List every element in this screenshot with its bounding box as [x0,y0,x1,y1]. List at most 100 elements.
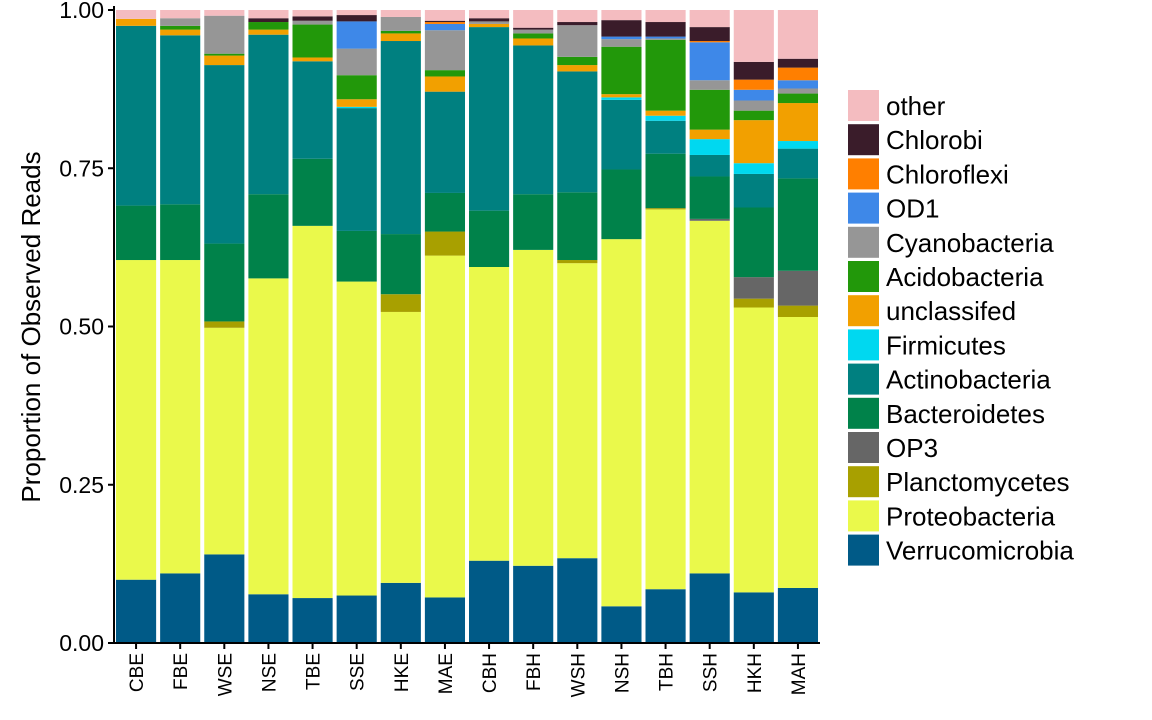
bar-segment-hkh-bacteroidetes [733,207,774,278]
legend-item-actinobacteria: Actinobacteria [848,363,1051,395]
bar-segment-tbe-cyanobacteria [292,20,333,25]
bar-segment-wsh-bacteroidetes [557,192,598,261]
bar-segment-fbh-other [513,10,554,28]
x-tick-label-mae: MAE [436,653,457,694]
y-tick-label: 0.50 [59,314,104,340]
x-tick-label-nse: NSE [259,653,280,692]
bar-segment-sse-verrucomicrobia [336,595,377,643]
bar-segment-mah-planctomycetes [777,305,819,317]
axes-layer: 0.00 0.25 0.50 0.75 1.00 CBE FBE WSE NSE TBE SSE HK… [59,0,820,697]
bar-segment-cbe-actinobacteria [116,25,157,206]
bar-segment-mae-planctomycetes [424,231,466,256]
bar-segment-hke-bacteroidetes [380,234,421,295]
legend-label: Actinobacteria [886,365,1051,395]
bar-segment-tbe-proteobacteria [292,225,333,599]
bar-segment-tbe-unclassifed [292,57,333,62]
bar-segment-cbh-verrucomicrobia [469,560,510,643]
legend-label: unclassifed [886,296,1016,326]
bar-segment-ssh-other [689,10,730,28]
bar-segment-tbh-acidobacteria [645,39,686,111]
bar-segment-wsh-unclassifed [557,65,598,72]
bar-segment-wse-bacteroidetes [204,243,245,322]
bar-segment-sse-other [336,10,377,16]
bar-segment-nse-verrucomicrobia [248,594,289,643]
x-tick-label-sse: SSE [348,653,369,691]
bar-segment-cbh-other [469,10,510,19]
bar-segment-nse-chlorobi [248,18,289,23]
bar-segment-fbe-acidobacteria [160,25,201,30]
bar-segment-mah-other [777,10,819,59]
bar-segment-nse-acidobacteria [248,22,289,30]
bar-segment-wsh-planctomycetes [557,260,598,264]
legend-item-verrucomicrobia: Verrucomicrobia [848,534,1074,566]
bar-segment-hkh-chlorobi [733,61,774,80]
x-tick-label-hkh: HKH [745,653,766,693]
bar-segment-ssh-unclassifed [689,129,730,140]
legend-label: OD1 [886,194,939,224]
bar-segment-mah-chloroflexi [777,67,819,81]
legend-item-firmicutes: Firmicutes [848,329,1006,361]
x-tick-label-nsh: NSH [612,653,633,693]
bar-segment-hkh-planctomycetes [733,298,774,308]
bar-segment-tbh-od1 [645,36,686,39]
x-tick-label-cbe: CBE [127,653,148,692]
bar-segment-wsh-acidobacteria [557,56,598,66]
bar-segment-nse-unclassifed [248,29,289,35]
y-tick-label: 1.00 [59,0,104,23]
bar-segment-wse-proteobacteria [204,327,245,555]
y-tick-label: 0.25 [59,472,104,498]
x-tick-label-mah: MAH [789,653,810,695]
bar-segment-nsh-acidobacteria [601,46,642,95]
bar-segment-nse-proteobacteria [248,278,289,595]
bar-segment-ssh-chloroflexi [689,41,730,43]
legend-swatch [848,466,879,498]
bar-segment-cbe-verrucomicrobia [116,579,157,643]
bar-segment-cbe-unclassifed [116,18,157,26]
bar-segment-ssh-actinobacteria [689,154,730,177]
bar-segment-hkh-verrucomicrobia [733,592,774,643]
bar-segment-wsh-chlorobi [557,22,598,26]
bar-segment-wsh-proteobacteria [557,263,598,559]
bar-segment-nsh-actinobacteria [601,99,642,170]
legend-swatch [848,295,879,327]
legend-swatch [848,261,879,292]
bar-segment-wsh-cyanobacteria [557,25,598,57]
bar-segment-tbe-chlorobi [292,16,333,21]
bar-segment-mah-op3 [777,270,819,306]
bar-segment-wse-planctomycetes [204,321,245,328]
x-tick-label-tbh: TBH [657,653,678,691]
y-axis-title: Proportion of Observed Reads [16,151,46,502]
bar-segment-ssh-verrucomicrobia [689,573,730,643]
bar-segment-tbe-acidobacteria [292,24,333,58]
bar-segment-hke-verrucomicrobia [380,582,421,643]
bars-layer [116,10,819,643]
bar-segment-hkh-cyanobacteria [733,100,774,111]
bar-segment-cbh-chlorobi [469,18,510,22]
bar-segment-tbh-unclassifed [645,110,686,116]
legend-swatch [848,90,879,121]
x-tick-label-wse: WSE [215,653,236,696]
bar-segment-ssh-cyanobacteria [689,80,730,90]
bar-segment-tbh-planctomycetes [645,208,686,210]
bar-segment-fbh-proteobacteria [513,249,554,566]
bar-segment-fbh-unclassifed [513,38,554,46]
x-tick-label-fbh: FBH [524,653,545,691]
bar-segment-nsh-firmicutes [601,97,642,100]
bar-segment-cbe-bacteroidetes [116,205,157,261]
bar-segment-sse-cyanobacteria [336,48,377,76]
bar-segment-fbe-verrucomicrobia [160,573,201,643]
bar-segment-tbh-actinobacteria [645,120,686,154]
bar-segment-cbe-proteobacteria [116,260,157,580]
legend-swatch [848,124,879,156]
legend-label: Chloroflexi [886,159,1009,189]
bar-segment-tbh-chlorobi [645,22,686,37]
legend-item-unclassifed: unclassifed [848,295,1016,327]
bar-segment-tbh-proteobacteria [645,209,686,590]
bar-segment-ssh-bacteroidetes [689,176,730,219]
bar-segment-sse-acidobacteria [336,75,377,100]
bar-segment-nsh-chlorobi [601,20,642,37]
bar-segment-hkh-actinobacteria [733,173,774,208]
bar-segment-wse-actinobacteria [204,65,245,244]
legend-label: Proteobacteria [886,501,1056,531]
bar-segment-tbh-bacteroidetes [645,153,686,209]
